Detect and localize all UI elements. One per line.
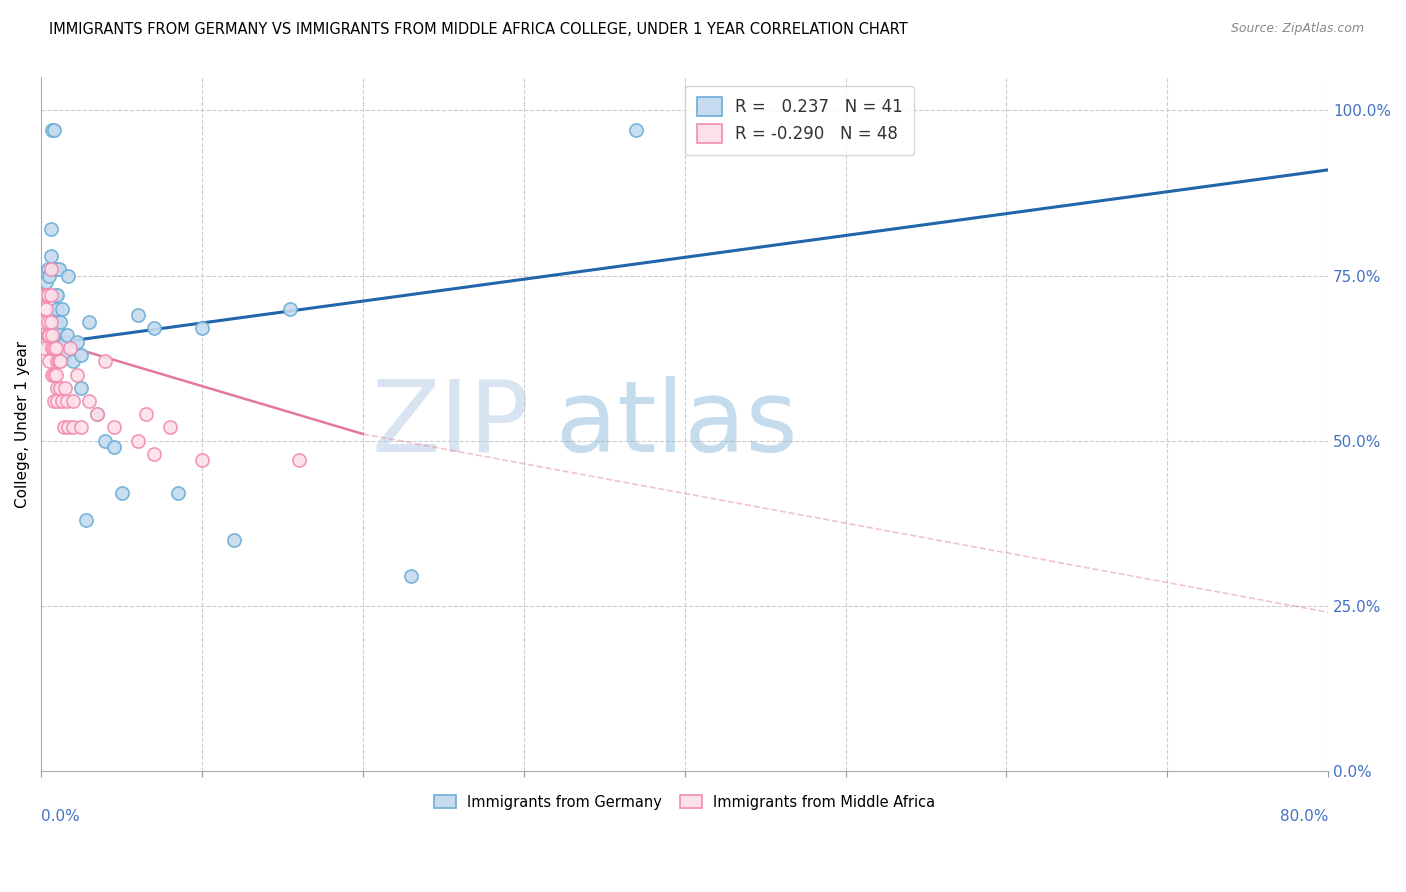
Point (42, 394, 65, 409)
Point (48, 261, 70, 276)
Point (34, 315, 56, 329)
Text: atlas: atlas (555, 376, 797, 473)
Point (65, 368, 87, 382)
Point (280, 301, 302, 316)
Legend: Immigrants from Germany, Immigrants from Middle Africa: Immigrants from Germany, Immigrants from… (427, 789, 941, 815)
Point (53, 348, 76, 362)
Point (38, 327, 60, 342)
Point (48, 354, 70, 368)
Point (53, 334, 76, 349)
Text: 80.0%: 80.0% (1279, 809, 1329, 824)
Point (110, 486, 132, 500)
Point (59, 341, 82, 355)
Point (94, 354, 117, 368)
Point (49, 341, 72, 355)
Point (37, 288, 59, 302)
Point (46, 321, 69, 335)
Point (45, 315, 67, 329)
Text: ZIP: ZIP (371, 376, 530, 473)
Point (166, 486, 188, 500)
Point (135, 407, 157, 421)
Point (75, 513, 97, 527)
Point (626, 123, 648, 137)
Point (37, 315, 59, 329)
Point (58, 268, 80, 283)
Point (49, 315, 72, 329)
Point (46, 301, 69, 316)
Point (41, 368, 63, 382)
Point (39, 249, 62, 263)
Point (38, 354, 60, 368)
Point (65, 334, 87, 349)
Point (56, 394, 79, 409)
Text: 0.0%: 0.0% (41, 809, 80, 824)
Point (70, 420, 93, 434)
Point (142, 447, 165, 461)
Point (62, 354, 84, 368)
Point (51, 301, 73, 316)
Text: Source: ZipAtlas.com: Source: ZipAtlas.com (1230, 22, 1364, 36)
Point (62, 420, 84, 434)
Point (51, 394, 73, 409)
Text: IMMIGRANTS FROM GERMANY VS IMMIGRANTS FROM MIDDLE AFRICA COLLEGE, UNDER 1 YEAR C: IMMIGRANTS FROM GERMANY VS IMMIGRANTS FR… (49, 22, 908, 37)
Point (42, 368, 65, 382)
Point (45, 288, 67, 302)
Point (191, 321, 214, 335)
Point (127, 308, 149, 322)
Point (39, 288, 62, 302)
Point (42, 123, 65, 137)
Point (46, 334, 69, 349)
Point (37, 327, 59, 342)
Y-axis label: College, Under 1 year: College, Under 1 year (15, 341, 30, 508)
Point (79, 315, 101, 329)
Point (142, 321, 165, 335)
Point (58, 420, 80, 434)
Point (35, 275, 58, 289)
Point (45, 261, 67, 276)
Point (287, 453, 309, 467)
Point (39, 222, 62, 236)
Point (86, 407, 108, 421)
Point (159, 420, 181, 434)
Point (46, 381, 69, 395)
Point (39, 261, 62, 276)
Point (34, 341, 56, 355)
Point (46, 394, 69, 409)
Point (56, 327, 79, 342)
Point (94, 434, 117, 448)
Point (41, 341, 63, 355)
Point (45, 368, 67, 382)
Point (224, 533, 246, 547)
Point (37, 261, 59, 276)
Point (49, 354, 72, 368)
Point (52, 334, 75, 349)
Point (70, 381, 93, 395)
Point (191, 453, 214, 467)
Point (38, 327, 60, 342)
Point (127, 434, 149, 448)
Point (49, 381, 72, 395)
Point (42, 341, 65, 355)
Point (46, 354, 69, 368)
Point (86, 407, 108, 421)
Point (399, 569, 422, 583)
Point (103, 420, 125, 434)
Point (103, 440, 125, 454)
Point (34, 288, 56, 302)
Point (52, 420, 75, 434)
Point (62, 394, 84, 409)
Point (70, 348, 93, 362)
Point (39, 315, 62, 329)
Point (79, 394, 101, 409)
Point (46, 288, 69, 302)
Point (35, 301, 58, 316)
Point (35, 288, 58, 302)
Point (41, 327, 63, 342)
Point (38, 268, 60, 283)
Point (53, 381, 76, 395)
Point (41, 123, 63, 137)
Point (45, 341, 67, 355)
